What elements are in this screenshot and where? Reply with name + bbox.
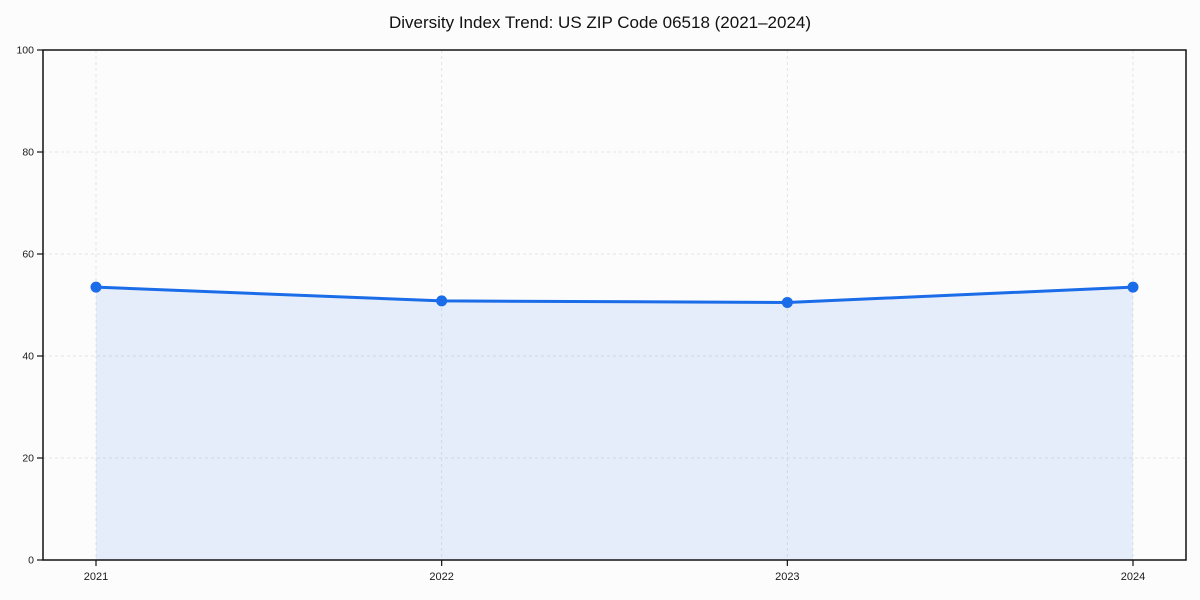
plot-area bbox=[43, 50, 1186, 560]
area-fill bbox=[96, 287, 1133, 560]
data-point-2023 bbox=[781, 296, 793, 308]
data-point-2022 bbox=[436, 295, 448, 307]
plot-border bbox=[42, 49, 1187, 561]
x-tick-label: 2024 bbox=[1121, 571, 1145, 583]
chart-title: Diversity Index Trend: US ZIP Code 06518… bbox=[388, 13, 812, 32]
y-tick-label: 100 bbox=[16, 45, 34, 57]
y-tick-label: 60 bbox=[22, 249, 34, 261]
x-tick-label: 2023 bbox=[775, 571, 799, 583]
data-point-2024 bbox=[1127, 281, 1139, 293]
data-point-2021 bbox=[90, 281, 102, 293]
y-tick-label: 40 bbox=[22, 351, 34, 363]
x-tick-label: 2022 bbox=[429, 571, 453, 583]
trend-line bbox=[94, 285, 1135, 304]
y-tick-label: 20 bbox=[22, 453, 34, 465]
y-tick-label: 0 bbox=[28, 555, 34, 567]
x-tick-label: 2021 bbox=[84, 571, 108, 583]
y-tick-label: 80 bbox=[22, 147, 34, 159]
